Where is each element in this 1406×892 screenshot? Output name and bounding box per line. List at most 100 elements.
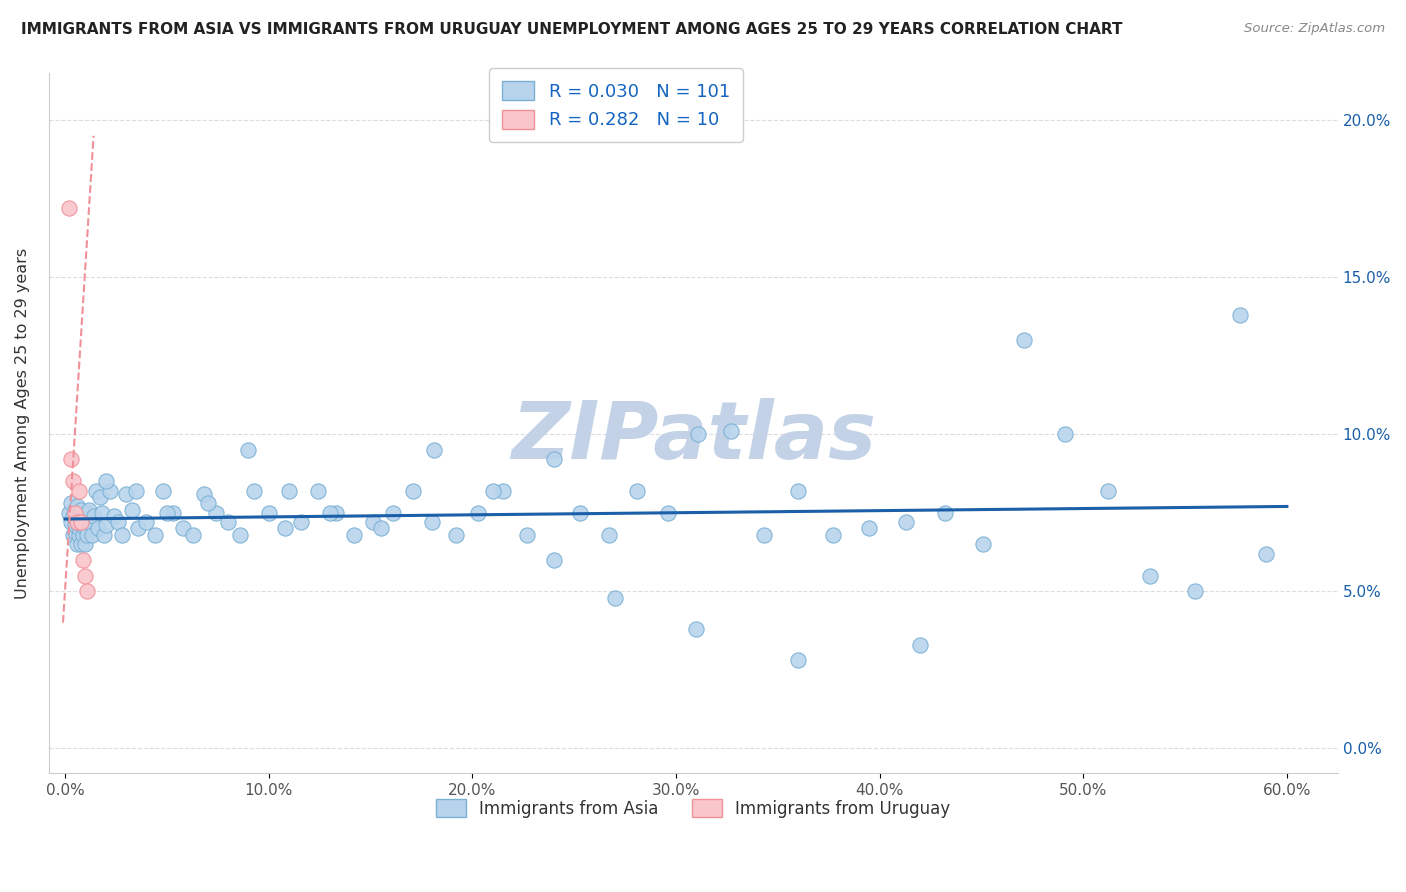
Point	[444, 527, 467, 541]
Text: ZIPatlas: ZIPatlas	[510, 398, 876, 476]
Point	[1012, 333, 1035, 347]
Point	[492, 483, 515, 498]
Point	[193, 487, 215, 501]
Point	[62, 508, 84, 523]
Point	[79, 515, 101, 529]
Point	[98, 483, 121, 498]
Point	[787, 483, 810, 498]
Point	[238, 442, 260, 457]
Point	[60, 496, 83, 510]
Point	[67, 483, 90, 498]
Point	[787, 653, 810, 667]
Point	[910, 638, 932, 652]
Point	[402, 483, 425, 498]
Point	[67, 527, 90, 541]
Point	[516, 527, 538, 541]
Point	[84, 483, 107, 498]
Point	[75, 537, 97, 551]
Point	[79, 502, 101, 516]
Point	[76, 584, 98, 599]
Point	[598, 527, 620, 541]
Point	[204, 506, 226, 520]
Point	[127, 521, 149, 535]
Point	[1256, 547, 1278, 561]
Point	[58, 201, 80, 215]
Point	[70, 518, 93, 533]
Point	[481, 483, 503, 498]
Point	[183, 527, 205, 541]
Point	[121, 502, 143, 516]
Point	[688, 427, 710, 442]
Point	[543, 452, 565, 467]
Point	[60, 452, 83, 467]
Point	[972, 537, 994, 551]
Point	[75, 521, 97, 535]
Point	[278, 483, 301, 498]
Point	[65, 518, 87, 533]
Point	[307, 483, 329, 498]
Point	[143, 527, 166, 541]
Point	[72, 553, 94, 567]
Point	[1139, 568, 1161, 582]
Point	[720, 424, 742, 438]
Text: Source: ZipAtlas.com: Source: ZipAtlas.com	[1244, 22, 1385, 36]
Point	[67, 508, 90, 523]
Point	[76, 506, 98, 520]
Point	[62, 527, 84, 541]
Point	[172, 521, 194, 535]
Point	[274, 521, 297, 535]
Point	[894, 515, 917, 529]
Y-axis label: Unemployment Among Ages 25 to 29 years: Unemployment Among Ages 25 to 29 years	[15, 248, 30, 599]
Point	[66, 512, 89, 526]
Point	[111, 527, 134, 541]
Point	[70, 515, 93, 529]
Point	[217, 515, 239, 529]
Point	[319, 506, 342, 520]
Point	[76, 527, 98, 541]
Point	[657, 506, 679, 520]
Point	[94, 518, 117, 533]
Point	[72, 512, 94, 526]
Text: IMMIGRANTS FROM ASIA VS IMMIGRANTS FROM URUGUAY UNEMPLOYMENT AMONG AGES 25 TO 29: IMMIGRANTS FROM ASIA VS IMMIGRANTS FROM …	[21, 22, 1122, 37]
Point	[94, 475, 117, 489]
Point	[626, 483, 648, 498]
Legend: Immigrants from Asia, Immigrants from Uruguay: Immigrants from Asia, Immigrants from Ur…	[429, 793, 957, 824]
Point	[685, 622, 707, 636]
Point	[90, 506, 112, 520]
Point	[66, 515, 89, 529]
Point	[70, 537, 93, 551]
Point	[420, 515, 443, 529]
Point	[467, 506, 489, 520]
Point	[89, 490, 111, 504]
Point	[60, 515, 83, 529]
Point	[75, 568, 97, 582]
Point	[370, 521, 392, 535]
Point	[65, 502, 87, 516]
Point	[66, 500, 89, 514]
Point	[80, 527, 103, 541]
Point	[1229, 308, 1251, 322]
Point	[197, 496, 219, 510]
Point	[603, 591, 626, 605]
Point	[1097, 483, 1119, 498]
Point	[543, 553, 565, 567]
Point	[858, 521, 880, 535]
Point	[103, 508, 125, 523]
Point	[1053, 427, 1076, 442]
Point	[62, 475, 84, 489]
Point	[569, 506, 592, 520]
Point	[115, 487, 138, 501]
Point	[257, 506, 280, 520]
Point	[752, 527, 775, 541]
Point	[381, 506, 404, 520]
Point	[156, 506, 179, 520]
Point	[361, 515, 384, 529]
Point	[821, 527, 844, 541]
Point	[229, 527, 252, 541]
Point	[65, 506, 87, 520]
Point	[290, 515, 312, 529]
Point	[152, 483, 174, 498]
Point	[1184, 584, 1206, 599]
Point	[162, 506, 184, 520]
Point	[58, 506, 80, 520]
